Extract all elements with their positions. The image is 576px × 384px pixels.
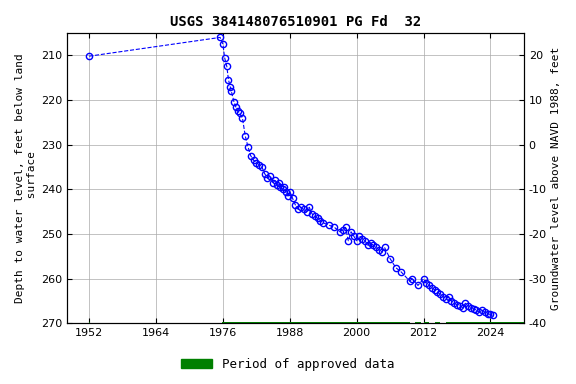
- Y-axis label: Groundwater level above NAVD 1988, feet: Groundwater level above NAVD 1988, feet: [551, 46, 561, 310]
- Bar: [415, 322, 420, 325]
- Legend: Period of approved data: Period of approved data: [176, 353, 400, 376]
- Title: USGS 384148076510901 PG Fd  32: USGS 384148076510901 PG Fd 32: [170, 15, 421, 29]
- Bar: [222, 322, 410, 325]
- Bar: [435, 322, 440, 325]
- Bar: [423, 322, 429, 325]
- Y-axis label: Depth to water level, feet below land
 surface: Depth to water level, feet below land su…: [15, 53, 37, 303]
- Bar: [446, 322, 524, 325]
- Bar: [89, 322, 90, 325]
